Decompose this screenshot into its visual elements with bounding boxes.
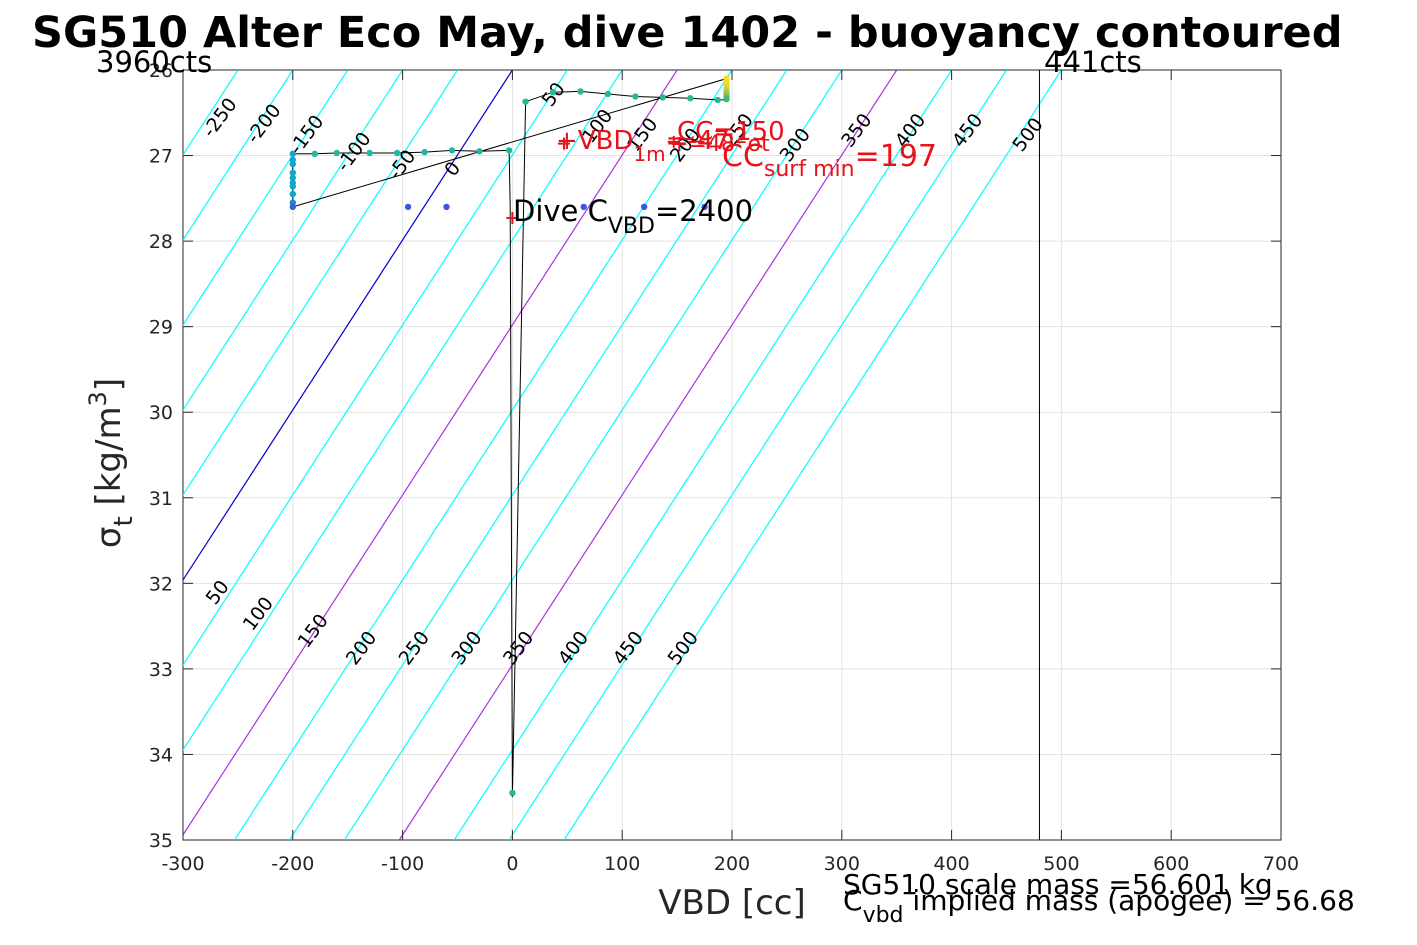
data-point (289, 169, 296, 176)
x-tick-label: 100 (604, 853, 640, 875)
data-point (404, 203, 412, 211)
contour-line (183, 70, 678, 837)
contour-line (508, 70, 1008, 840)
count-right-label: 441cts (1044, 45, 1142, 79)
x-tick-label: 500 (1043, 853, 1079, 875)
x-tick-label: -300 (161, 853, 204, 875)
y-tick-label: 30 (149, 402, 173, 424)
x-tick-label: 600 (1153, 853, 1189, 875)
y-tick-label: 26 (149, 60, 173, 82)
x-tick-label: 200 (714, 853, 750, 875)
cc-annotation: CC=150 (677, 117, 785, 147)
buoyancy-contours (183, 70, 1062, 840)
data-point (448, 147, 456, 154)
data-point (723, 95, 730, 103)
red-plus-marker (558, 137, 571, 150)
x-tick-label: 700 (1263, 853, 1299, 875)
y-tick-label: 31 (149, 488, 173, 510)
contour-line (183, 70, 513, 582)
x-tick-label: 400 (933, 853, 969, 875)
data-point (701, 203, 708, 211)
dive-trace (292, 70, 1040, 840)
contour-line (183, 70, 459, 497)
contour-line (183, 70, 349, 327)
x-tick-label: 0 (506, 853, 518, 875)
y-tick-label: 34 (149, 744, 173, 766)
cc-surf-min-annotation: CCsurf min=197 (722, 139, 937, 182)
data-point (311, 150, 318, 158)
red-plus-marker (506, 212, 519, 225)
x-axis-label: VBD [cc] (658, 883, 806, 923)
data-point (714, 96, 721, 104)
data-point (333, 149, 340, 157)
y-tick-label: 27 (149, 146, 173, 168)
red-markers (506, 135, 680, 225)
data-point (580, 203, 587, 211)
data-point (421, 148, 428, 156)
data-point (289, 183, 296, 190)
contour-line (289, 70, 788, 840)
dive-trace-line (292, 77, 727, 798)
x-tick-label: -100 (381, 853, 424, 875)
contour-line (234, 70, 733, 840)
data-point (289, 150, 296, 158)
contour-line (453, 70, 953, 840)
data-point (549, 89, 557, 96)
data-point (632, 93, 639, 100)
y-tick-label: 29 (149, 317, 173, 339)
contour-line (563, 70, 1062, 840)
dive-cvbd-annotation: Dive CVBD=2400 (513, 194, 753, 239)
x-tick-label: 300 (824, 853, 860, 875)
red-plus-marker (667, 135, 680, 148)
y-axis-ticks: 26 27 28 29 30 31 32 33 34 35 (149, 60, 1281, 852)
x-axis-ticks: -300 -200 -100 0 100 200 300 400 500 600 700 (161, 70, 1299, 875)
count-left-label: 3960cts (96, 45, 212, 79)
data-point (577, 88, 584, 95)
data-point (659, 94, 667, 101)
data-point (476, 148, 483, 155)
data-point (289, 203, 296, 211)
y-tick-label: 28 (149, 231, 173, 253)
contour-line (183, 70, 623, 752)
data-points (289, 75, 730, 797)
data-point (289, 190, 296, 198)
contour-line (183, 70, 294, 242)
contour-line (183, 70, 404, 412)
contour-line (183, 70, 568, 667)
data-point (505, 147, 513, 154)
y-tick-label: 33 (149, 659, 173, 681)
chart-title: SG510 Alter Eco May, dive 1402 - buoyanc… (32, 8, 1343, 58)
contour-line (343, 70, 843, 840)
data-point (289, 160, 296, 168)
contour-line (398, 70, 898, 840)
y-tick-label: 32 (149, 573, 173, 595)
data-point (366, 149, 373, 157)
cc-mid-annotation: +=482ot (670, 124, 770, 157)
data-point (522, 98, 529, 105)
data-point (393, 149, 401, 157)
data-point (687, 95, 694, 102)
data-point (509, 789, 516, 797)
scale-mass-text: SG510 scale mass =56.601 kg (843, 868, 1273, 901)
x-tick-label: -200 (271, 853, 314, 875)
data-point (640, 203, 648, 211)
y-axis-label: σt [kg/m3] (84, 378, 139, 548)
data-point (604, 90, 612, 98)
data-point (443, 203, 450, 211)
y-tick-label: 35 (149, 830, 173, 852)
implied-mass-text: Cvbd implied mass (apogee) = 56.68 (843, 884, 1355, 928)
vbd-annotation: +VBD1m=-47 (556, 126, 730, 166)
data-point (289, 174, 296, 181)
